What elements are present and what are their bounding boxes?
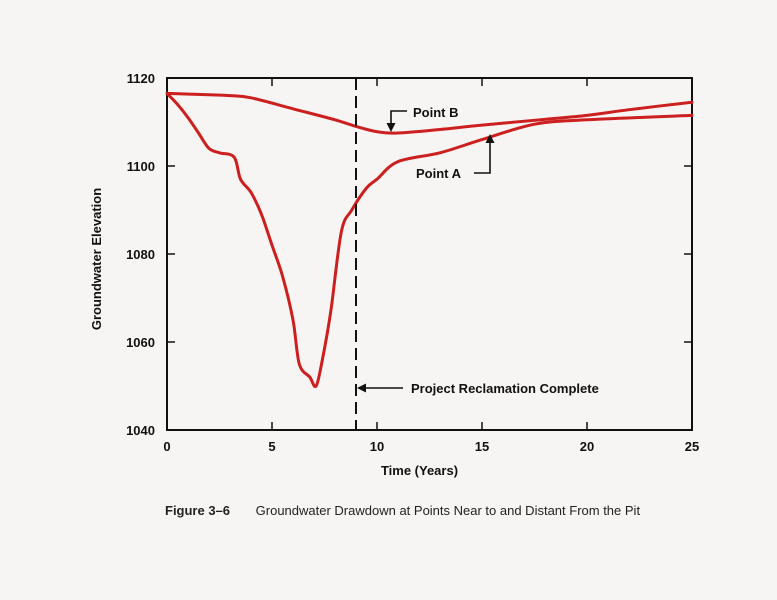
x-tick-label: 10 xyxy=(370,439,384,454)
point-b-label: Point B xyxy=(413,105,459,120)
x-tick-label: 0 xyxy=(163,439,170,454)
figure-caption: Figure 3–6 Groundwater Drawdown at Point… xyxy=(165,503,640,518)
point-a-arrowhead xyxy=(485,134,495,143)
y-axis-title: Groundwater Elevation xyxy=(89,188,104,330)
x-tick-label: 15 xyxy=(475,439,489,454)
y-tick-label: 1040 xyxy=(126,423,155,438)
x-axis-title: Time (Years) xyxy=(381,463,458,478)
x-tick-label: 25 xyxy=(685,439,699,454)
series-line-point-b xyxy=(165,91,694,135)
figure-caption-text: Groundwater Drawdown at Points Near to a… xyxy=(255,503,641,518)
y-tick-label: 1060 xyxy=(126,335,155,350)
reclamation-label: Project Reclamation Complete xyxy=(411,381,599,396)
x-tick-label: 20 xyxy=(580,439,594,454)
x-tick-label: 5 xyxy=(268,439,275,454)
point-b-arrowhead xyxy=(386,123,396,132)
chart-axes: 0 5 10 15 20 25 1040 1060 1080 1100 1120 Time (Year… xyxy=(89,71,699,478)
series-line-point-a xyxy=(165,91,694,389)
chart-annotations: Point B Point A Project Reclamation Comple… xyxy=(355,78,599,430)
y-tick-label: 1100 xyxy=(127,159,155,174)
point-b-leader xyxy=(390,110,407,126)
y-tick-label: 1120 xyxy=(127,71,155,86)
reclamation-arrowhead xyxy=(357,383,366,393)
y-tick-label: 1080 xyxy=(126,247,155,262)
chart-series xyxy=(165,91,694,389)
point-a-label: Point A xyxy=(416,166,462,181)
figure-number: Figure 3–6 xyxy=(165,503,231,518)
point-a-leader xyxy=(474,141,491,174)
